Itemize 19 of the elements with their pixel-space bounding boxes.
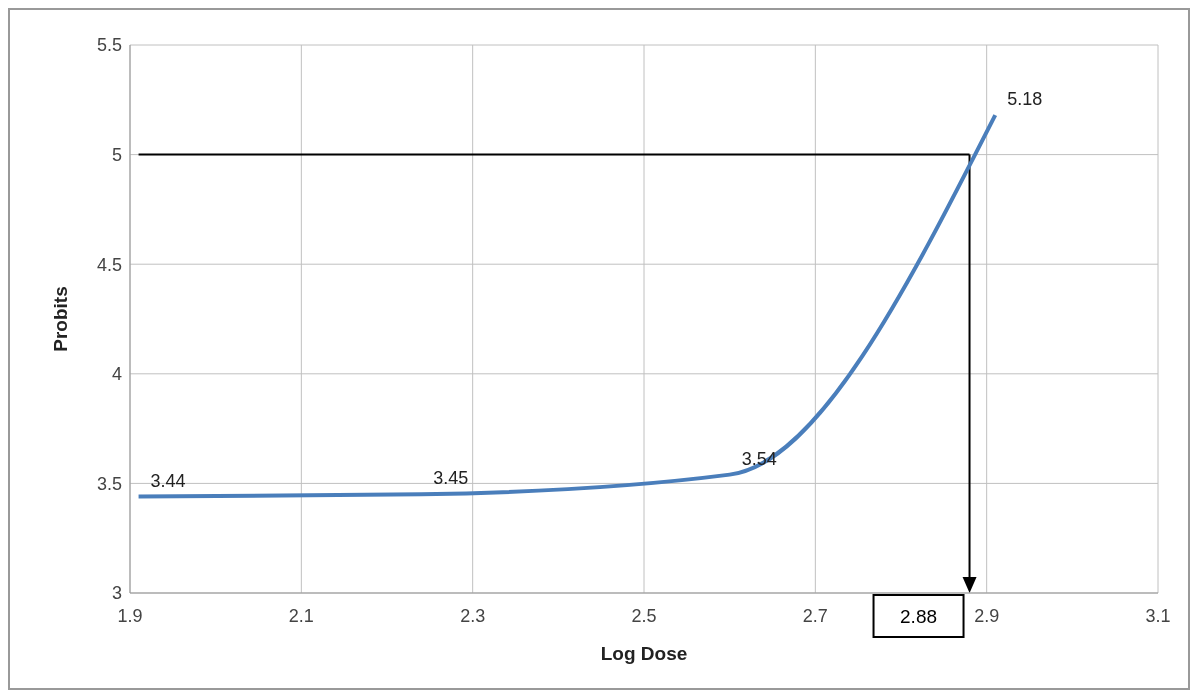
- x-tick-label: 3.1: [1145, 605, 1171, 626]
- ref-line-label: 2.88: [900, 606, 938, 627]
- x-tick-label: 2.5: [631, 605, 657, 626]
- x-tick-label: 2.9: [974, 605, 1000, 626]
- data-label: 5.18: [1007, 89, 1043, 110]
- y-tick-label: 5.5: [96, 35, 122, 56]
- x-axis-title: Log Dose: [600, 643, 688, 664]
- y-tick-label: 5: [111, 144, 122, 165]
- x-tick-label: 1.9: [117, 605, 143, 626]
- x-tick-label: 2.3: [460, 605, 486, 626]
- y-axis-title: Probits: [49, 286, 71, 352]
- data-label: 3.45: [433, 468, 469, 489]
- x-tick-label: 2.7: [802, 605, 828, 626]
- y-tick-label: 3: [111, 583, 122, 604]
- y-tick-label: 4.5: [96, 254, 122, 275]
- x-tick-label: 2.1: [288, 605, 314, 626]
- y-tick-label: 3.5: [96, 473, 122, 494]
- data-label: 3.44: [150, 470, 186, 491]
- y-tick-label: 4: [111, 364, 122, 385]
